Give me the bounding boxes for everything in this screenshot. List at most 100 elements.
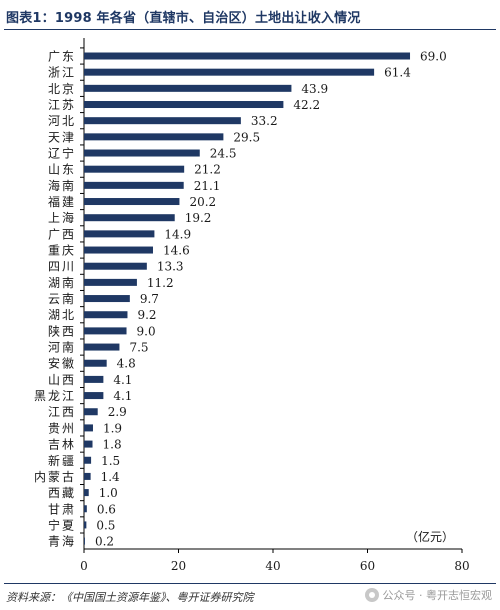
watermark-text: 公众号 · 粤开志恒宏观	[382, 589, 493, 602]
value-label: 4.1	[113, 389, 132, 403]
bar	[84, 101, 284, 109]
category-label: 湖北	[48, 307, 76, 322]
category-label: 河北	[48, 114, 76, 128]
source-note: 资料来源：《中国国土资源年鉴》、粤开证券研究院	[6, 591, 254, 604]
bar	[84, 408, 98, 416]
bar	[84, 489, 89, 497]
category-label: 湖南	[48, 275, 76, 290]
bar	[84, 214, 175, 222]
category-label: 四川	[48, 260, 76, 274]
footer-divider	[4, 583, 496, 584]
bar	[84, 343, 120, 351]
value-label: 1.4	[101, 470, 120, 484]
bar	[84, 165, 185, 173]
category-label: 山西	[48, 373, 76, 387]
value-label: 19.2	[185, 211, 212, 225]
bar	[84, 52, 411, 60]
bar	[84, 262, 147, 270]
category-label: 西藏	[48, 486, 76, 500]
bar	[84, 375, 104, 383]
value-label: 9.2	[137, 308, 156, 322]
category-label: 福建	[48, 194, 76, 209]
bar	[84, 117, 241, 125]
value-label: 1.9	[103, 421, 122, 435]
watermark: 公众号 · 粤开志恒宏观	[364, 587, 493, 603]
value-label: 29.5	[233, 130, 260, 144]
value-label: 0.5	[96, 518, 115, 532]
category-label: 重庆	[48, 244, 76, 258]
value-label: 1.5	[101, 454, 120, 468]
value-label: 4.8	[117, 357, 136, 371]
category-label: 安徽	[48, 356, 76, 371]
chart-title: 图表1：1998 年各省（直辖市、自治区）土地出让收入情况	[6, 11, 361, 26]
value-label: 2.9	[108, 405, 127, 419]
value-label: 33.2	[251, 114, 278, 128]
bar	[84, 359, 107, 367]
value-label: 69.0	[420, 50, 447, 64]
category-label: 青海	[48, 534, 76, 549]
bar	[84, 521, 87, 529]
chart-header: 图表1：1998 年各省（直辖市、自治区）土地出让收入情况	[4, 2, 496, 30]
value-label: 14.9	[164, 227, 191, 241]
category-label: 上海	[48, 210, 76, 225]
bar	[84, 278, 137, 286]
category-label: 广西	[48, 227, 76, 241]
value-label: 0.6	[97, 502, 116, 516]
value-label: 21.2	[194, 163, 221, 177]
bar	[84, 230, 155, 238]
category-label: 贵州	[48, 421, 76, 435]
bar	[84, 537, 85, 545]
category-label: 黑龙江	[34, 389, 76, 403]
bar	[84, 295, 130, 303]
bar	[84, 84, 292, 92]
value-label: 1.8	[103, 438, 122, 452]
category-label: 宁夏	[48, 517, 76, 532]
x-tick-label: 80	[454, 559, 469, 573]
category-label: 吉林	[48, 438, 76, 452]
value-label: 20.2	[189, 195, 216, 209]
bar	[84, 456, 92, 464]
bar	[84, 68, 375, 76]
value-label: 24.5	[210, 147, 237, 161]
value-label: 43.9	[301, 82, 328, 96]
title-divider	[4, 29, 496, 30]
value-label: 21.1	[194, 179, 221, 193]
category-label: 江苏	[48, 98, 76, 112]
x-tick-label: 0	[80, 559, 88, 573]
bar	[84, 392, 104, 400]
value-label: 42.2	[293, 98, 320, 112]
bar	[84, 472, 91, 480]
category-label: 陕西	[48, 323, 76, 338]
bar	[84, 440, 93, 448]
bar	[84, 505, 87, 513]
x-tick-label: 40	[265, 559, 280, 573]
bar	[84, 424, 93, 432]
category-label: 江西	[48, 405, 76, 419]
value-label: 4.1	[113, 373, 132, 387]
category-label: 云南	[48, 291, 76, 306]
category-label: 海南	[48, 178, 76, 193]
bar	[84, 327, 127, 335]
value-label: 1.0	[99, 486, 118, 500]
bar	[84, 311, 128, 319]
category-label: 山东	[48, 163, 76, 177]
category-label: 内蒙古	[34, 469, 76, 484]
bar	[84, 246, 153, 254]
wechat-icon	[364, 588, 379, 602]
value-label: 9.7	[140, 292, 159, 306]
bar-chart: 0 20 40 60 80 广东 69.0 浙江 61.4 北京 43.9 江苏 42.2 河北 33.2 天…	[34, 38, 470, 573]
value-label: 9.0	[137, 324, 156, 338]
bar	[84, 181, 184, 189]
bar	[84, 198, 180, 206]
bar	[84, 133, 224, 141]
category-label: 甘肃	[48, 502, 76, 516]
value-label: 11.2	[147, 276, 174, 290]
category-label: 新疆	[48, 453, 76, 468]
value-label: 0.2	[95, 535, 114, 549]
x-tick-label: 60	[360, 559, 375, 573]
category-label: 天津	[48, 130, 76, 144]
category-label: 辽宁	[48, 146, 76, 161]
category-label: 北京	[48, 82, 76, 96]
value-label: 7.5	[129, 341, 148, 355]
value-label: 13.3	[157, 260, 184, 274]
